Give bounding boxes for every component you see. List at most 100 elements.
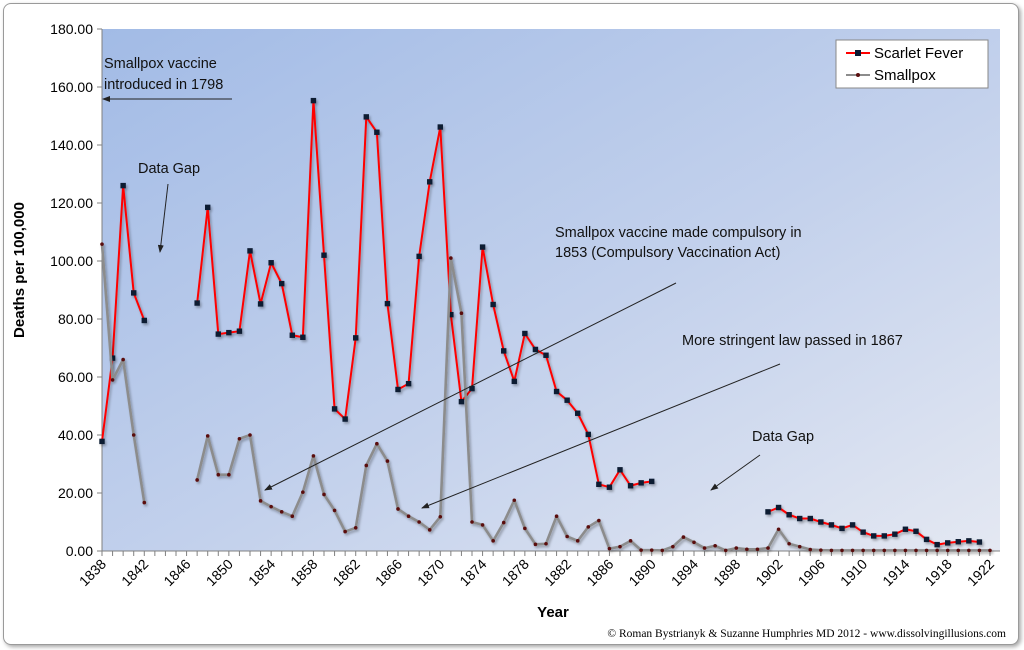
x-tick-label: 1838 (76, 556, 109, 589)
legend-marker-smallpox (856, 73, 860, 77)
data-point (417, 520, 421, 524)
x-tick-label: 1918 (921, 556, 954, 589)
data-point (142, 500, 147, 505)
data-point (575, 410, 581, 416)
y-tick-label: 160.00 (50, 79, 93, 95)
data-point (343, 529, 347, 534)
x-tick-label: 1906 (795, 556, 828, 589)
data-point (300, 334, 306, 340)
data-point (491, 539, 495, 543)
data-point (681, 535, 686, 539)
data-point (532, 346, 539, 353)
data-point (279, 280, 285, 287)
data-point (797, 515, 803, 522)
x-tick-label: 1854 (245, 556, 278, 589)
data-point (618, 544, 622, 549)
data-point (564, 397, 570, 403)
data-point (902, 526, 909, 532)
data-point (797, 544, 802, 549)
data-point (776, 527, 781, 532)
annotation-arrow (421, 363, 781, 509)
y-tick-label: 80.00 (58, 311, 93, 327)
data-point (606, 484, 613, 490)
x-axis-label: Year (537, 604, 569, 621)
data-point (903, 548, 908, 553)
x-tick-label: 1842 (118, 556, 151, 589)
annotation-text: Data Gap (752, 429, 814, 445)
data-point (279, 510, 284, 514)
data-point (745, 547, 749, 552)
data-point (99, 438, 105, 445)
legend: Scarlet Fever Smallpox (835, 39, 989, 89)
data-point (448, 311, 454, 318)
y-tick-label: 140.00 (50, 137, 93, 153)
data-point (459, 311, 464, 316)
data-point (966, 538, 972, 544)
data-point (660, 548, 665, 553)
x-tick-label: 1846 (160, 556, 193, 589)
data-point (375, 441, 379, 446)
annotation-arrow (157, 183, 169, 253)
data-point (702, 546, 707, 550)
annotation: Data Gap (138, 161, 200, 253)
data-point (945, 548, 950, 553)
data-point (511, 378, 517, 385)
data-point (458, 398, 465, 405)
annotation: Smallpox vaccine made compulsory in 1853 … (264, 225, 802, 491)
data-point (195, 478, 199, 482)
data-point (627, 483, 634, 489)
data-point (470, 520, 474, 524)
y-tick-label: 0.00 (66, 543, 93, 559)
data-point (406, 514, 411, 518)
data-point (988, 548, 992, 553)
data-point (353, 335, 359, 341)
data-point (617, 467, 623, 473)
annotation-text: More stringent law passed in 1867 (682, 333, 903, 349)
y-tick-label: 180.00 (50, 21, 93, 37)
data-point (585, 431, 591, 438)
data-point (766, 546, 770, 550)
data-point (364, 463, 369, 468)
data-point (713, 543, 717, 548)
data-point (469, 385, 475, 392)
x-tick-label: 1886 (583, 556, 616, 589)
data-point (332, 508, 337, 513)
data-point (449, 256, 453, 260)
data-point (131, 290, 137, 296)
data-point (257, 301, 264, 307)
legend-marker-scarlet (855, 50, 861, 56)
data-point (649, 478, 655, 485)
data-point (923, 536, 930, 543)
data-point (205, 434, 210, 438)
data-point (131, 433, 136, 437)
data-point (226, 329, 232, 336)
x-tick-label: 1890 (625, 556, 658, 589)
data-point (955, 539, 961, 545)
data-point (871, 548, 876, 553)
data-point (258, 499, 263, 503)
data-point (871, 533, 877, 539)
data-point (850, 548, 855, 553)
data-point (289, 332, 295, 338)
annotation: More stringent law passed in 1867 (421, 333, 903, 509)
y-tick-label: 100.00 (50, 253, 93, 269)
data-point (121, 357, 125, 362)
data-point (311, 454, 316, 458)
data-point (913, 528, 919, 534)
x-tick-label: 1914 (879, 556, 912, 589)
data-point (479, 244, 486, 250)
x-tick-label: 1870 (414, 556, 447, 589)
data-point (860, 529, 866, 535)
data-point (438, 514, 443, 519)
data-point (331, 406, 338, 412)
annotation-text: Smallpox vaccine made compulsory in (555, 225, 802, 241)
data-point (575, 539, 580, 543)
data-point (849, 522, 856, 528)
annotation: Data Gap (710, 429, 814, 491)
x-tick-label: 1850 (203, 556, 236, 589)
data-point (100, 242, 104, 246)
data-point (310, 97, 317, 104)
data-point (881, 533, 887, 539)
data-point (882, 548, 887, 553)
y-axis-label: Deaths per 100,000 (11, 202, 28, 338)
